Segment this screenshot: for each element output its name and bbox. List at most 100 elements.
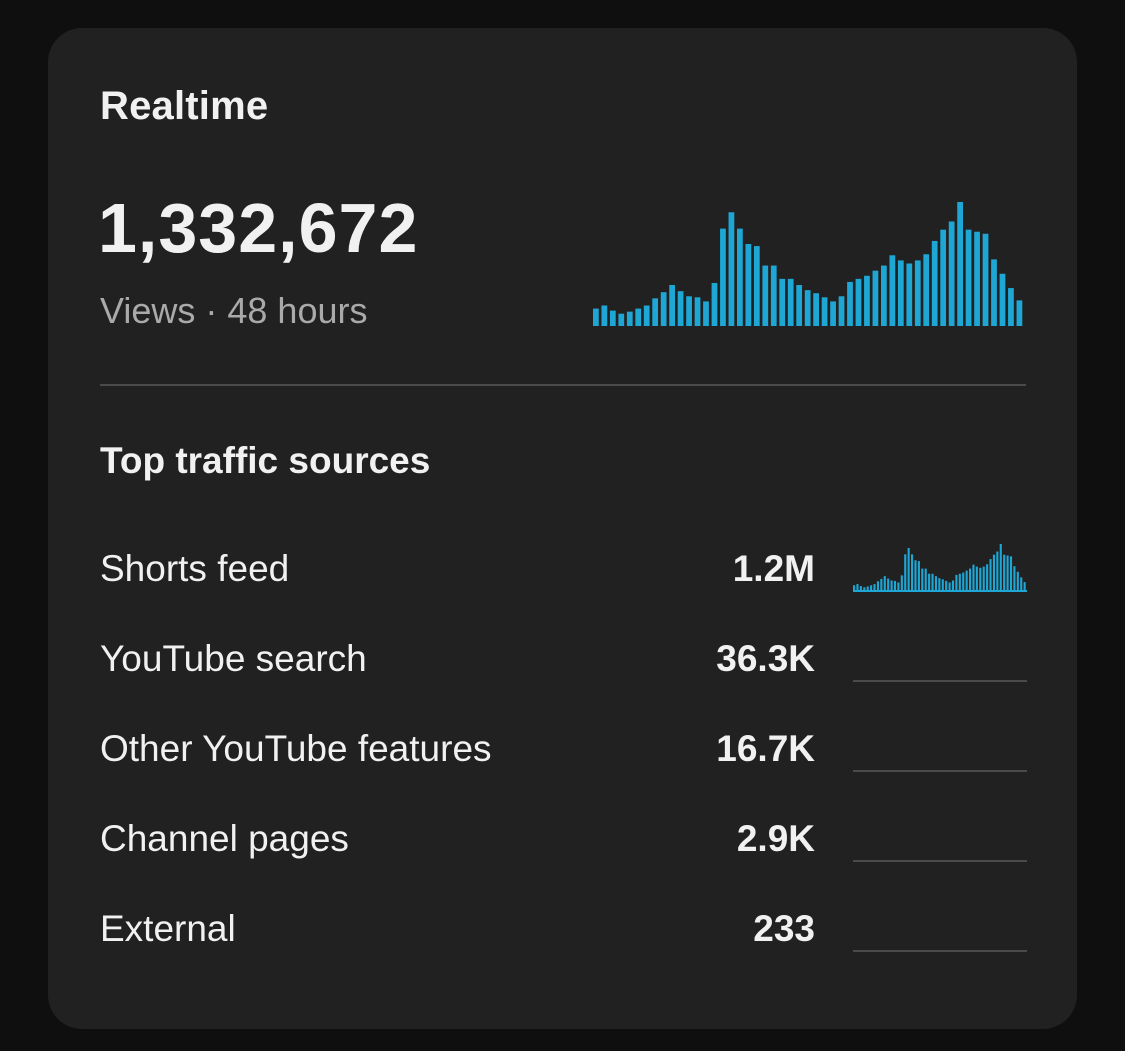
chart-bar <box>1013 566 1016 592</box>
chart-bar <box>876 581 879 592</box>
chart-bar <box>999 544 1002 592</box>
chart-bar <box>887 578 890 592</box>
chart-bar <box>864 275 870 326</box>
chart-bar <box>770 265 777 326</box>
chart-bar <box>948 221 955 326</box>
traffic-row-other-youtube-features[interactable]: Other YouTube features 16.7K <box>48 708 1077 798</box>
chart-bar <box>972 564 975 592</box>
chart-bar <box>923 254 930 326</box>
chart-bar <box>626 311 633 326</box>
chart-bar <box>643 305 650 326</box>
traffic-sources-title: Top traffic sources <box>100 440 431 481</box>
chart-bar <box>1016 300 1023 326</box>
chart-bar <box>1016 571 1019 592</box>
chart-bar <box>969 568 972 592</box>
chart-bar <box>982 566 985 592</box>
traffic-row-shorts-feed[interactable]: Shorts feed 1.2M <box>48 528 1077 618</box>
chart-bar <box>965 229 972 326</box>
chart-bar <box>890 580 893 592</box>
chart-bar <box>660 292 667 326</box>
chart-bar <box>900 575 903 592</box>
chart-bar <box>948 582 951 592</box>
chart-bar <box>999 273 1006 326</box>
chart-bar <box>931 240 938 326</box>
source-label: Shorts feed <box>100 548 290 589</box>
source-value: 2.9K <box>736 818 815 859</box>
chart-bar <box>1009 556 1013 592</box>
chart-bar <box>593 308 599 326</box>
chart-bar <box>872 270 879 326</box>
chart-bar <box>883 576 886 592</box>
chart-bar <box>863 587 866 592</box>
chart-bar <box>986 564 989 592</box>
realtime-card: Realtime 1,332,672 Views · 48 hours Top … <box>48 28 1077 1029</box>
chart-bar <box>897 582 900 592</box>
chart-bar <box>830 301 836 326</box>
chart-bar <box>855 278 862 326</box>
chart-bar <box>881 265 887 326</box>
chart-bar <box>686 296 692 326</box>
chart-bar <box>940 229 947 326</box>
traffic-row-youtube-search[interactable]: YouTube search 36.3K <box>48 618 1077 708</box>
chart-bar <box>601 305 608 326</box>
chart-bar <box>1003 554 1006 592</box>
traffic-row-channel-pages[interactable]: Channel pages 2.9K <box>48 798 1077 888</box>
sparkline-baseline <box>853 950 1027 952</box>
source-value: 233 <box>753 908 815 949</box>
chart-bar <box>934 576 937 592</box>
total-views: 1,332,672 <box>98 189 419 267</box>
chart-bar <box>745 244 752 326</box>
chart-bar <box>838 296 845 326</box>
chart-bar <box>847 281 853 326</box>
chart-bar <box>889 255 896 326</box>
source-label: External <box>100 908 236 949</box>
source-sparkline <box>853 860 1027 862</box>
chart-bar <box>938 578 941 592</box>
chart-bar <box>856 584 859 592</box>
chart-bar <box>821 297 828 326</box>
chart-bar <box>753 246 760 326</box>
chart-bar <box>911 554 914 592</box>
chart-bar <box>931 573 934 592</box>
chart-bar <box>694 297 701 326</box>
sparkline-baseline <box>853 770 1027 772</box>
chart-bar <box>804 290 811 326</box>
chart-bar <box>917 561 920 592</box>
chart-bar <box>853 585 856 592</box>
chart-bar <box>962 572 965 592</box>
source-value: 36.3K <box>716 638 815 679</box>
source-label: YouTube search <box>100 638 367 679</box>
views-period: Views · 48 hours <box>100 290 368 331</box>
chart-bar <box>941 579 944 592</box>
chart-bar <box>992 554 995 592</box>
chart-bar <box>914 260 921 326</box>
chart-bar <box>958 573 961 592</box>
chart-bar <box>1008 288 1014 326</box>
sparkline-baseline <box>853 590 1027 592</box>
traffic-row-external[interactable]: External 233 <box>48 888 1077 978</box>
chart-bar <box>779 278 786 326</box>
chart-bar <box>951 580 955 592</box>
chart-bar <box>928 573 931 592</box>
chart-bar <box>762 265 769 326</box>
chart-bar <box>652 298 659 326</box>
chart-bar <box>866 586 869 592</box>
chart-bar <box>1020 577 1023 592</box>
source-label: Channel pages <box>100 818 349 859</box>
chart-bar <box>979 567 982 592</box>
chart-bar <box>897 260 904 326</box>
card-title: Realtime <box>100 84 269 128</box>
chart-bar <box>991 259 997 326</box>
chart-bar <box>737 228 743 326</box>
chart-bar <box>787 278 794 326</box>
chart-bar <box>796 285 803 326</box>
chart-bar <box>870 585 873 592</box>
chart-bar <box>859 586 862 592</box>
chart-bar <box>914 560 917 592</box>
chart-bar <box>906 263 913 326</box>
chart-bar <box>1023 582 1026 592</box>
source-sparkline <box>853 770 1027 772</box>
realtime-views-chart <box>593 202 1023 326</box>
source-sparkline <box>853 544 1027 592</box>
chart-bar <box>955 574 958 592</box>
